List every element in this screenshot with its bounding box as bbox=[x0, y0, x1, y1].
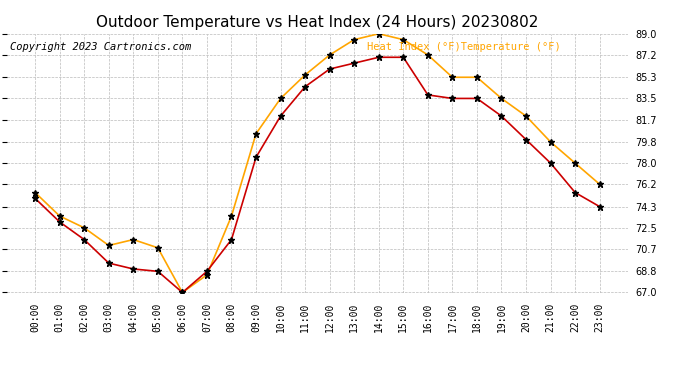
Text: Copyright 2023 Cartronics.com: Copyright 2023 Cartronics.com bbox=[10, 42, 191, 51]
Text: Heat Index (°F)Temperature (°F): Heat Index (°F)Temperature (°F) bbox=[367, 42, 561, 51]
Title: Outdoor Temperature vs Heat Index (24 Hours) 20230802: Outdoor Temperature vs Heat Index (24 Ho… bbox=[96, 15, 539, 30]
